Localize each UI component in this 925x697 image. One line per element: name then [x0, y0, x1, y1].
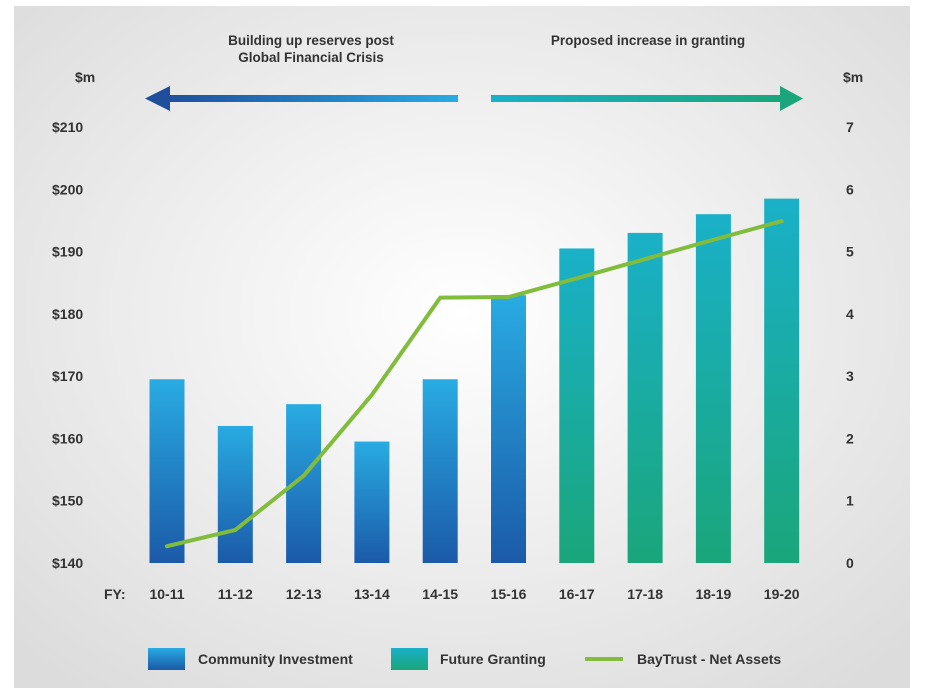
x-tick-label: 13-14 — [354, 586, 390, 602]
left-tick-label: $200 — [52, 181, 83, 197]
left-tick-label: $140 — [52, 555, 83, 571]
x-tick-label: 18-19 — [695, 586, 731, 602]
bar-future-granting — [695, 214, 731, 563]
line-net-assets — [165, 219, 784, 549]
legend-swatch-community-investment — [148, 648, 185, 670]
annotation-left-line1: Building up reserves post — [228, 33, 394, 48]
right-arrow — [491, 86, 803, 111]
bar-community-investment — [354, 441, 390, 563]
x-axis-prefix: FY: — [104, 586, 126, 602]
legend-swatch-net-assets — [585, 657, 623, 661]
annotation-right: Proposed increase in granting — [551, 33, 745, 48]
annotation-left-line2: Global Financial Crisis — [238, 50, 384, 65]
left-tick-label: $170 — [52, 368, 83, 384]
bar-community-investment — [491, 295, 526, 563]
right-tick-label: 4 — [846, 306, 854, 322]
left-tick-label: $160 — [52, 430, 83, 446]
right-tick-label: 6 — [846, 181, 854, 197]
right-tick-label: 2 — [846, 430, 854, 446]
right-tick-label: 3 — [846, 368, 854, 384]
bar-future-granting — [764, 198, 800, 563]
chart-background — [14, 6, 910, 688]
right-tick-label: 5 — [846, 244, 854, 260]
x-tick-label: 10-11 — [149, 586, 184, 602]
left-axis-ticks: $210 $200 $190 $180 $170 $160 $150 $140 — [52, 119, 83, 571]
left-tick-label: $190 — [52, 244, 83, 260]
legend-label-net-assets: BayTrust - Net Assets — [637, 651, 781, 667]
right-tick-label: 0 — [846, 555, 854, 571]
left-arrow — [145, 86, 458, 111]
bar-community-investment — [217, 425, 253, 563]
left-axis-label: $m — [75, 69, 95, 85]
bars-group — [149, 198, 800, 563]
left-tick-label: $150 — [52, 493, 83, 509]
x-tick-label: 17-18 — [627, 586, 663, 602]
legend-swatch-future-granting — [391, 648, 428, 670]
net-assets-line-group — [165, 219, 784, 549]
x-tick-label: 14-15 — [422, 586, 458, 602]
left-tick-label: $180 — [52, 306, 83, 322]
x-tick-label: 19-20 — [764, 586, 800, 602]
x-tick-label: 11-12 — [218, 586, 253, 602]
bar-future-granting — [559, 248, 595, 563]
legend: Community Investment Future Granting Bay… — [148, 648, 781, 670]
x-axis-ticks: 10-11 11-12 12-13 13-14 14-15 15-16 16-17 17-18… — [149, 586, 799, 602]
bar-community-investment — [422, 379, 458, 563]
legend-label-community-investment: Community Investment — [198, 651, 353, 667]
legend-label-future-granting: Future Granting — [440, 651, 546, 667]
right-tick-label: 1 — [846, 493, 854, 509]
bar-community-investment — [149, 379, 185, 563]
left-tick-label: $210 — [52, 119, 83, 135]
right-tick-label: 7 — [846, 119, 854, 135]
x-tick-label: 12-13 — [286, 586, 322, 602]
right-axis-ticks: 7 6 5 4 3 2 1 0 — [846, 119, 854, 571]
x-tick-label: 16-17 — [559, 586, 595, 602]
right-axis-label: $m — [843, 69, 863, 85]
bar-future-granting — [627, 232, 663, 563]
x-tick-label: 15-16 — [491, 586, 527, 602]
